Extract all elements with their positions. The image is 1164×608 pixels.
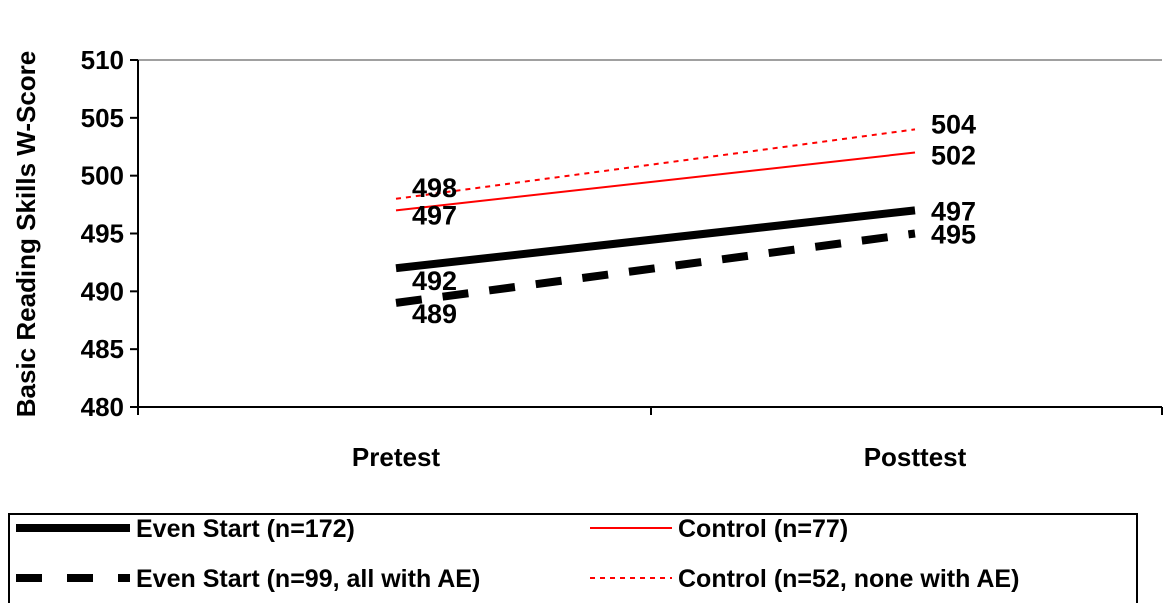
data-label: 498 <box>412 173 457 203</box>
y-axis-title: Basic Reading Skills W-Score <box>11 51 41 418</box>
x-tick-label: Pretest <box>352 442 440 472</box>
series-line-4 <box>395 128 916 200</box>
axes: 480 485 490 495 500 505 510 Pretest Posttest Basi… <box>11 45 1163 472</box>
legend-entry-3: Even Start (n=99, all with AE) <box>136 565 480 593</box>
y-tick-label: 480 <box>81 392 124 422</box>
legend: Even Start (n=172) Control (n=77) Even Sta… <box>8 513 1138 608</box>
y-tick-label: 485 <box>81 334 124 364</box>
series-line-3 <box>395 229 916 307</box>
y-tick-label: 500 <box>81 161 124 191</box>
series-lines <box>395 128 916 307</box>
x-tick-label: Posttest <box>864 442 967 472</box>
data-labels: 492 497 497 502 489 495 498 504 <box>412 109 976 329</box>
legend-entry-1: Even Start (n=172) <box>136 515 355 543</box>
y-tick-label: 490 <box>81 276 124 306</box>
y-tick-label: 495 <box>81 219 124 249</box>
data-label: 495 <box>931 220 976 250</box>
data-label: 492 <box>412 266 457 296</box>
legend-entry-4: Control (n=52, none with AE) <box>678 565 1019 593</box>
legend-entry-2: Control (n=77) <box>678 515 848 543</box>
y-tick-label: 510 <box>81 45 124 75</box>
data-label: 497 <box>412 200 457 230</box>
data-label: 504 <box>931 109 976 139</box>
series-line-2 <box>395 151 916 212</box>
series-line-1 <box>395 206 916 273</box>
data-label: 502 <box>931 141 976 171</box>
y-tick-label: 505 <box>81 103 124 133</box>
legend-box <box>8 513 1138 608</box>
data-label: 489 <box>412 299 457 329</box>
data-label: 497 <box>931 196 976 226</box>
